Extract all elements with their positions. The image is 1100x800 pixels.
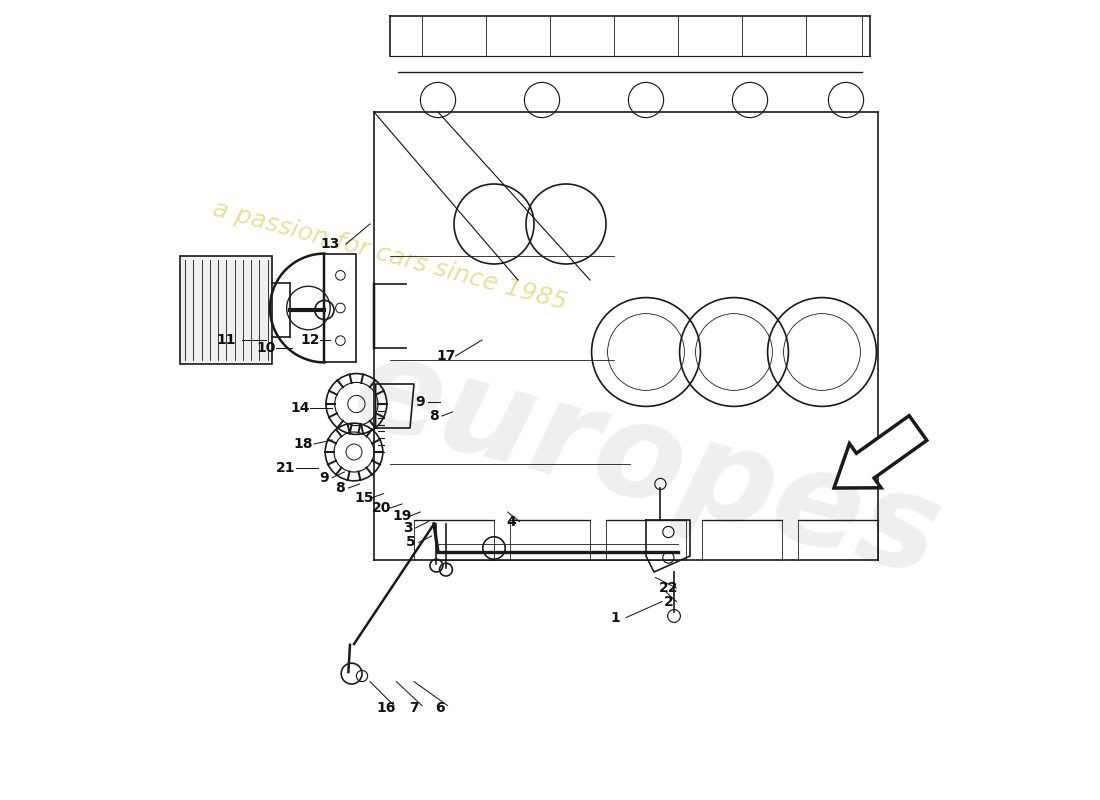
Text: 18: 18 [294,437,313,451]
Bar [180,256,273,364]
Text: 15: 15 [354,490,374,505]
Text: 5: 5 [406,535,416,550]
Bar [324,254,356,362]
FancyArrow shape [834,416,927,488]
Text: 19: 19 [393,509,411,523]
Text: 22: 22 [659,581,678,595]
Text: 6: 6 [434,701,444,715]
Text: 21: 21 [276,461,296,475]
Text: 12: 12 [300,333,320,347]
Text: 1: 1 [610,610,620,625]
Text: 9: 9 [320,470,329,485]
Text: 14: 14 [290,401,310,415]
Text: europes: europes [339,325,953,603]
Text: 9: 9 [416,394,426,409]
Text: 7: 7 [409,701,419,715]
Text: 11: 11 [217,333,235,347]
Text: 2: 2 [663,594,673,609]
Text: a passion for cars since 1985: a passion for cars since 1985 [210,197,570,315]
Text: 16: 16 [376,701,396,715]
Text: 8: 8 [336,481,345,495]
Text: 8: 8 [429,409,439,423]
Text: 4: 4 [507,514,517,529]
Text: 20: 20 [372,501,392,515]
Text: 13: 13 [320,237,340,251]
Text: 3: 3 [403,521,412,535]
Text: 17: 17 [437,349,455,363]
Text: 10: 10 [256,341,276,355]
